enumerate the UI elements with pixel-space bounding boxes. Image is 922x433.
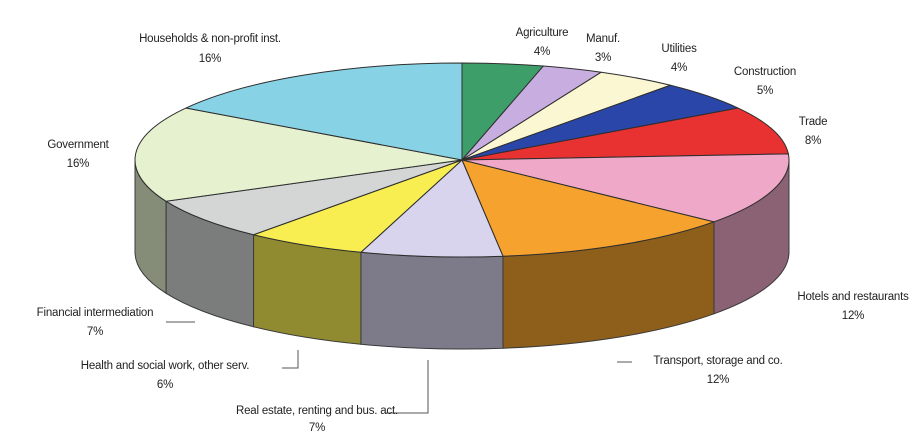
slice-label-financial-intermediation: Financial intermediation [37,307,154,319]
slice-label-trade: Trade [799,116,828,128]
slice-value-government: 16% [67,158,89,170]
pie-slice-transport-storage-and-co [461,159,715,257]
slice-label-government: Government [47,139,109,151]
slice-value-manuf: 3% [595,52,611,64]
slice-label-hotels-and-restaurants: Hotels and restaurants [797,291,909,303]
slice-value-construction: 5% [757,85,773,97]
slice-label-households-non-profit-inst: Households & non-profit inst. [139,33,281,45]
slice-label-real-estate-renting-and-bus-act: Real estate, renting and bus. act. [236,405,398,417]
slice-value-hotels-and-restaurants: 12% [842,310,864,322]
pie-slice-households-non-profit-inst [185,62,463,161]
slice-value-utilities: 4% [671,62,687,74]
slice-label-construction: Construction [734,66,796,78]
pie-side-walls [134,159,790,350]
slice-label-transport-storage-and-co: Transport, storage and co. [653,355,782,367]
slice-value-financial-intermediation: 7% [87,326,103,338]
pie-slice-health-and-social-work-other-serv [253,159,463,253]
slice-label-health-and-social-work-other-serv: Health and social work, other serv. [81,360,250,372]
slice-value-agriculture: 4% [534,46,550,58]
pie-side-7 [360,251,504,350]
pie-side-8 [253,234,362,345]
leader-line-health-and-social-work-other-serv [282,350,299,369]
leader-line-real-estate-renting-and-bus-act [386,360,429,414]
slice-label-manuf: Manuf. [586,33,620,45]
slice-value-health-and-social-work-other-serv: 6% [157,379,173,391]
pie-slice-real-estate-renting-and-bus-act [360,159,504,258]
slice-value-households-non-profit-inst: 16% [199,53,221,65]
pie-labels: Agriculture 4% Manuf. 3% Utilities 4% Construc… [37,27,910,433]
pie-top-slices [134,62,790,258]
pie-slice-hotels-and-restaurants [461,153,790,223]
slice-value-real-estate-renting-and-bus-act: 7% [309,422,325,433]
slice-value-transport-storage-and-co: 12% [707,374,729,386]
slice-label-agriculture: Agriculture [516,27,569,39]
pie-slice-trade [461,107,789,161]
slice-label-utilities: Utilities [661,43,697,55]
pie-slice-financial-intermediation [165,159,463,236]
slice-value-trade: 8% [805,135,821,147]
pie-slice-government [134,107,463,202]
